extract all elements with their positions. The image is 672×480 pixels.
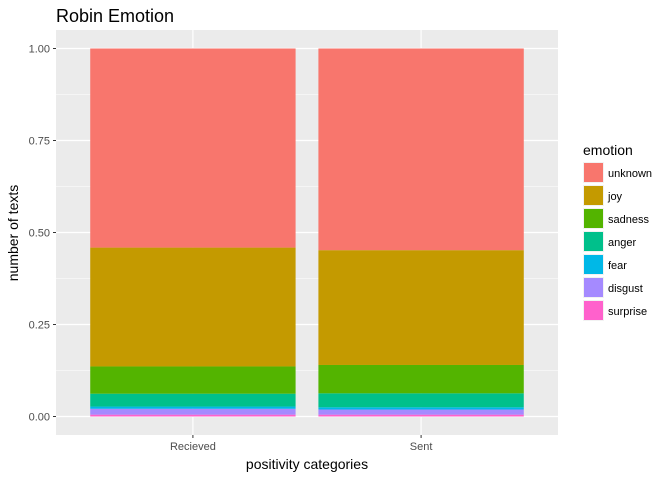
legend-label-fear: fear xyxy=(608,260,627,272)
y-tick-label: 0.00 xyxy=(29,412,50,424)
legend-swatch-sadness xyxy=(584,209,603,228)
y-tick-label: 0.25 xyxy=(29,320,50,332)
bar-fear xyxy=(318,407,524,410)
x-axis-title: positivity categories xyxy=(246,456,368,472)
y-tick-label: 1.00 xyxy=(29,44,50,56)
bar-anger xyxy=(90,393,296,407)
legend: emotion unknown joy sadness anger fear disgus… xyxy=(583,142,652,321)
legend-swatch-unknown xyxy=(584,163,603,182)
x-tick-label: Sent xyxy=(410,441,433,453)
bar-surprise xyxy=(90,414,296,417)
y-axis: 0.00 0.25 0.50 0.75 1.00 xyxy=(29,44,56,424)
bar-surprise xyxy=(318,414,524,417)
bar-joy xyxy=(318,250,524,365)
chart-title: Robin Emotion xyxy=(56,6,174,26)
x-tick-label: Recieved xyxy=(170,441,216,453)
legend-swatch-joy xyxy=(584,186,603,205)
legend-label-anger: anger xyxy=(608,237,636,249)
legend-title: emotion xyxy=(583,142,633,158)
bar-unknown xyxy=(90,48,296,248)
bar-disgust xyxy=(318,409,524,415)
legend-label-sadness: sadness xyxy=(608,214,649,226)
y-axis-title: number of texts xyxy=(5,185,21,282)
x-axis: Recieved Sent xyxy=(170,435,432,453)
legend-swatch-disgust xyxy=(584,278,603,297)
bar-sadness xyxy=(318,364,524,394)
bar-disgust xyxy=(90,408,296,415)
legend-label-joy: joy xyxy=(607,191,623,203)
y-tick-label: 0.50 xyxy=(29,228,50,240)
legend-label-disgust: disgust xyxy=(608,283,643,295)
legend-swatch-fear xyxy=(584,255,603,274)
bar-unknown xyxy=(318,48,524,251)
bars xyxy=(90,48,524,417)
bar-anger xyxy=(318,393,524,408)
legend-label-unknown: unknown xyxy=(608,168,652,180)
bar-joy xyxy=(90,247,296,367)
legend-swatch-surprise xyxy=(584,301,603,320)
bar-fear xyxy=(90,406,296,409)
y-tick-label: 0.75 xyxy=(29,136,50,148)
legend-swatch-anger xyxy=(584,232,603,251)
legend-label-surprise: surprise xyxy=(608,306,647,318)
bar-sadness xyxy=(90,366,296,394)
